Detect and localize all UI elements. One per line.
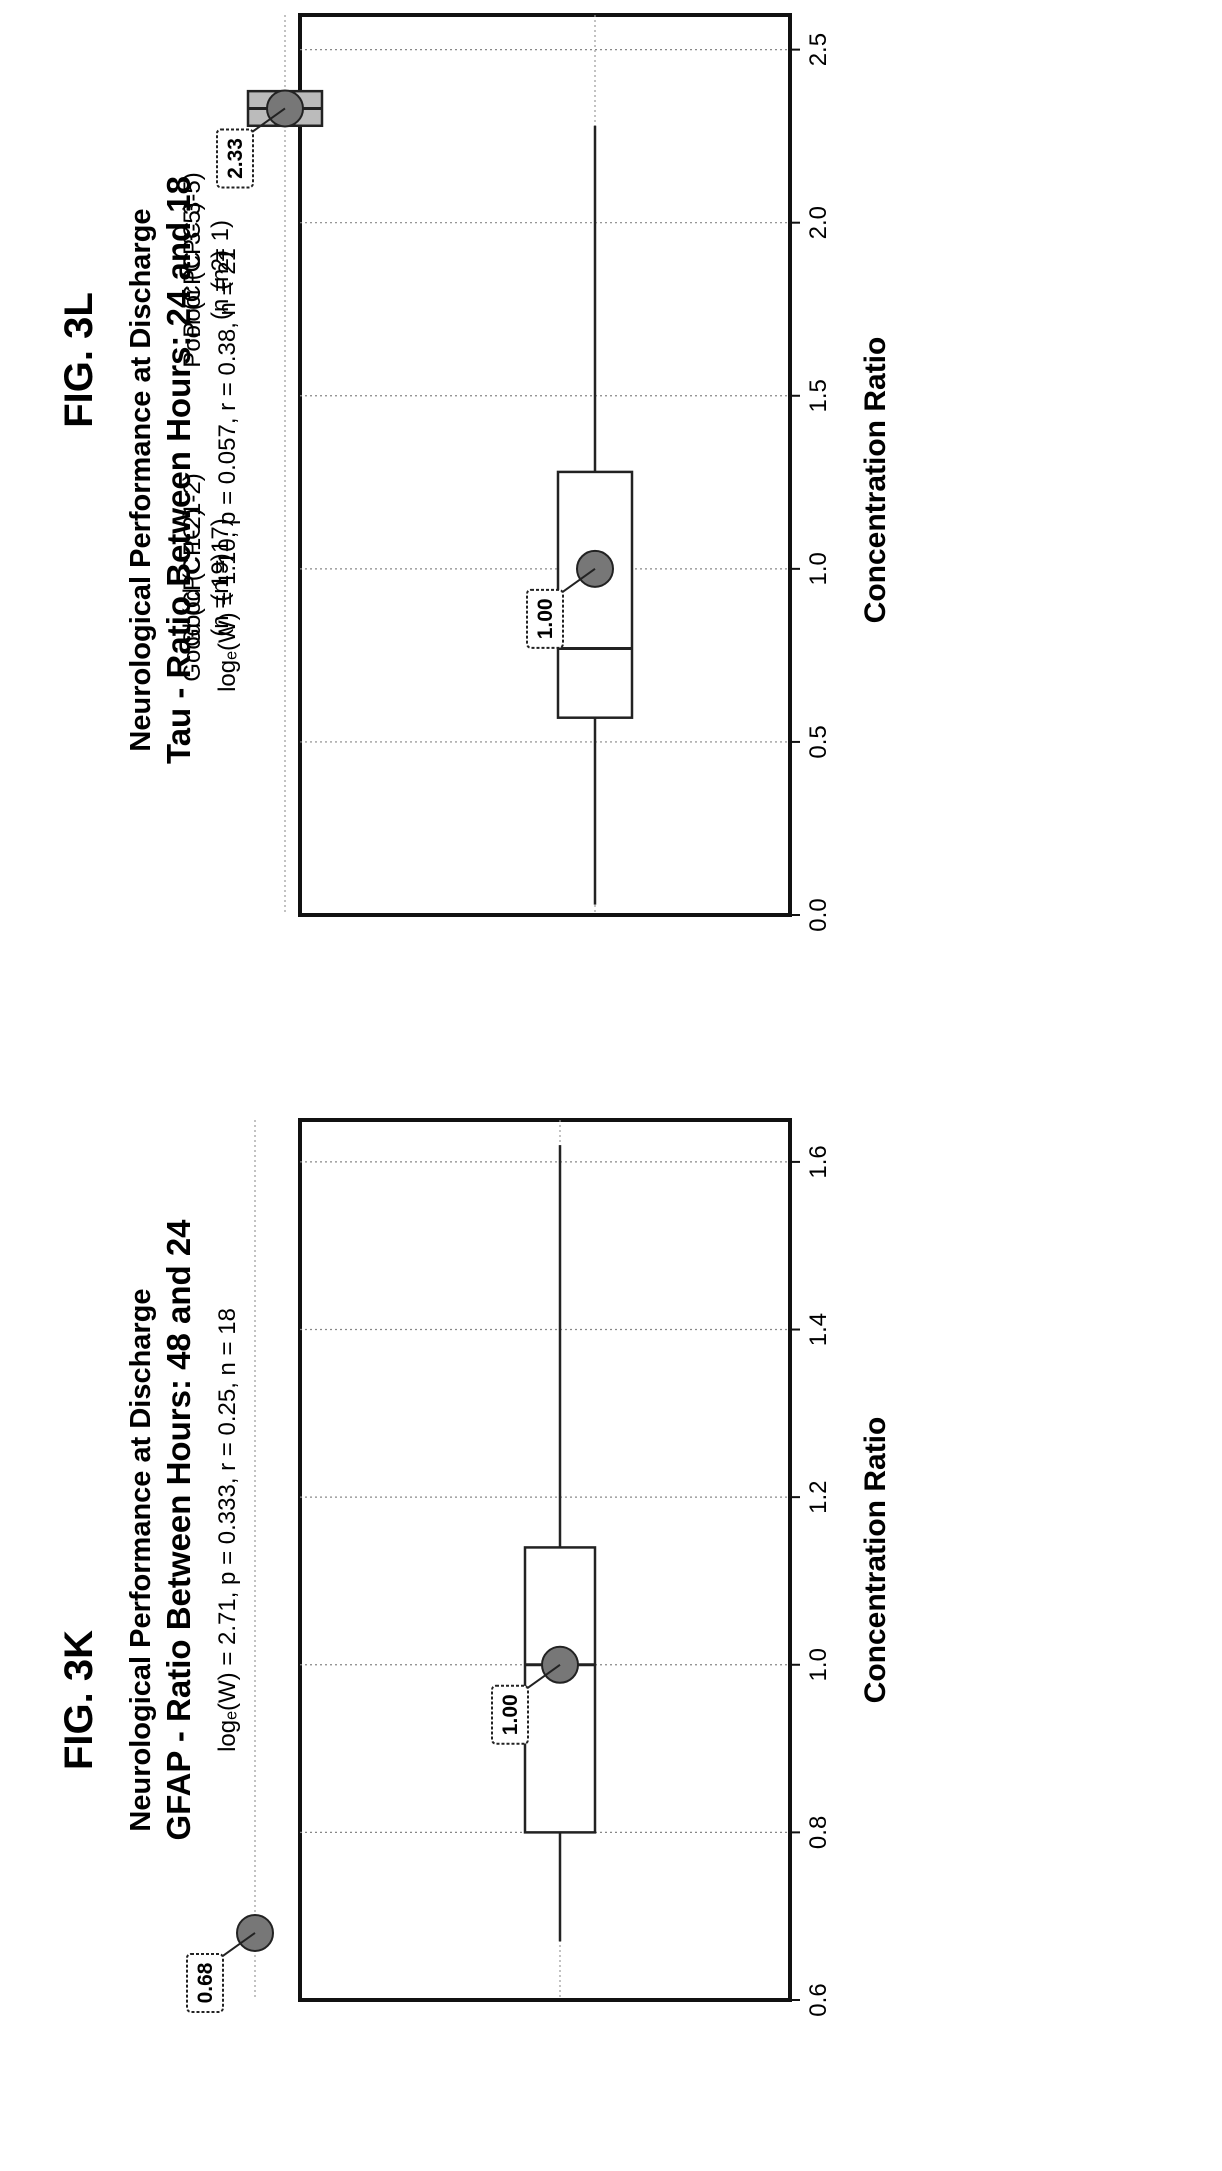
x-category-count: (n = 1) xyxy=(207,220,234,290)
chart-tau-xlabel: Neurological Performance at Discharge xyxy=(125,208,157,751)
x-category-label: Poor (CPC 3-5) xyxy=(179,172,206,337)
chart-gfap-xlabel: Neurological Performance at Discharge xyxy=(125,1288,157,1831)
chart-tau-plot-frame xyxy=(298,13,792,917)
x-category-label: Good (CPC 1-2) xyxy=(179,473,206,646)
x-category-label: Poor (CPC 3-5) xyxy=(179,202,206,367)
chart-tau: Tau - Ratio Between Hours: 24 and 18 log… xyxy=(125,13,892,932)
x-category-count: (n = 17) xyxy=(207,518,234,601)
x-category-label: Good (CPC 1-2) xyxy=(179,508,206,681)
mean-leader-line xyxy=(249,107,286,135)
mean-label-box xyxy=(491,1684,529,1745)
y-tick-label: 1.0 xyxy=(805,1648,832,1681)
y-tick-label: 1.6 xyxy=(805,1145,832,1178)
chart-tau-title: Tau - Ratio Between Hours: 24 and 18 xyxy=(160,176,197,764)
mean-leader-line xyxy=(524,1663,561,1691)
box xyxy=(523,1546,597,1834)
y-tick-label: 0.6 xyxy=(805,1983,832,2016)
mean-leader-line xyxy=(219,1932,256,1959)
mean-label: 0.68 xyxy=(194,1962,217,2003)
y-tick-label: 0.8 xyxy=(805,1816,832,1849)
x-category-count: (n = 19) xyxy=(207,553,234,636)
mean-label: 2.33 xyxy=(224,138,247,179)
x-category-count: (n = 2) xyxy=(207,250,234,320)
y-tick-label: 0.0 xyxy=(805,898,832,931)
chart-tau-ylabel: Concentration Ratio xyxy=(859,337,892,624)
mean-label-box xyxy=(186,1952,224,2013)
chart-gfap-plot-frame xyxy=(298,1118,792,2002)
fig-3k-label-group: FIG. 3K xyxy=(57,1630,101,1770)
fig-3l-label-group: FIG. 3L xyxy=(57,292,101,428)
y-tick-label: 1.0 xyxy=(805,552,832,585)
y-tick-label: 1.2 xyxy=(805,1480,832,1513)
y-tick-label: 1.4 xyxy=(805,1313,832,1346)
fig-3k-label: FIG. 3K xyxy=(57,1630,101,1770)
y-tick-label: 1.5 xyxy=(805,379,832,412)
chart-gfap-subtitle: logₑ(W) = 2.71, p = 0.333, r = 0.25, n =… xyxy=(214,1308,241,1752)
box xyxy=(556,470,634,719)
y-tick-label: 2.0 xyxy=(805,206,832,239)
y-tick-label: 0.5 xyxy=(805,725,832,758)
fig-3l-label: FIG. 3L xyxy=(57,292,101,428)
mean-label-box xyxy=(526,588,564,649)
mean-leader-line xyxy=(559,568,596,595)
chart-gfap-plot: 0.6 0.8 1.0 1.2 1.4 1.6 Good (CPC 1-2) (n = 17)… xyxy=(179,172,832,2016)
chart-tau-plot: 0.0 0.5 1.0 1.5 2.0 2.5 Good (CPC 1-2) (n = 19)… xyxy=(179,13,832,932)
chart-tau-subtitle: logₑ(W) = 1.10, p = 0.057, r = 0.38, n =… xyxy=(214,248,241,692)
chart-gfap-ylabel: Concentration Ratio xyxy=(859,1417,892,1704)
mean-label: 1.00 xyxy=(534,598,557,639)
chart-gfap: GFAP - Ratio Between Hours: 48 and 24 lo… xyxy=(125,172,892,2016)
mean-label-box xyxy=(216,128,254,189)
mean-label: 1.00 xyxy=(499,1694,522,1735)
chart-gfap-title: GFAP - Ratio Between Hours: 48 and 24 xyxy=(160,1219,197,1841)
y-tick-label: 2.5 xyxy=(805,33,832,66)
